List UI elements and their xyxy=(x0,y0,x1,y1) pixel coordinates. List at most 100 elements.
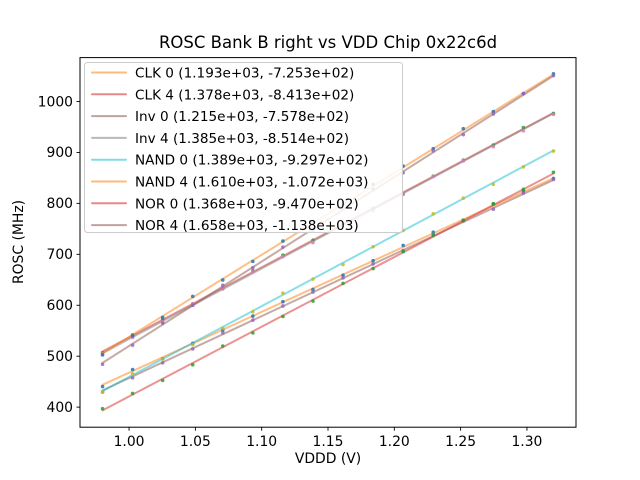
legend-label-NAND-0: NAND 0 (1.389e+03, -9.297e+02) xyxy=(135,153,368,169)
fit-line-NOR-0 xyxy=(101,172,555,412)
data-point-NAND-0 xyxy=(491,182,496,187)
data-point-NOR-0 xyxy=(401,249,405,254)
data-point-CLK-0 xyxy=(401,243,405,248)
y-tick-label: 800 xyxy=(46,196,73,212)
legend-label-CLK-4: CLK 4 (1.378e+03, -8.413e+02) xyxy=(135,87,354,103)
data-point-CLK-0 xyxy=(371,258,375,263)
data-point-NAND-0 xyxy=(190,342,195,347)
data-point-Inv-0 xyxy=(551,177,556,182)
data-point-NAND-0 xyxy=(341,262,345,267)
data-point-NAND-4 xyxy=(251,259,255,264)
y-tick-label: 900 xyxy=(46,145,73,161)
data-point-Inv-0 xyxy=(190,347,195,351)
fit-line-NAND-0 xyxy=(101,149,555,393)
data-point-NOR-0 xyxy=(160,378,165,383)
data-point-NAND-0 xyxy=(281,291,285,295)
data-point-NOR-0 xyxy=(461,218,466,222)
legend-label-NOR-4: NOR 4 (1.658e+03, -1.138e+03) xyxy=(135,218,359,234)
data-point-CLK-0 xyxy=(251,314,255,318)
data-point-NAND-0 xyxy=(551,149,556,153)
data-point-NAND-0 xyxy=(311,277,315,281)
y-tick-label: 400 xyxy=(46,400,73,416)
data-point-Inv-4 xyxy=(461,159,466,163)
data-point-NOR-0 xyxy=(491,201,496,206)
data-point-CLK-0 xyxy=(100,384,105,389)
legend-label-Inv-0: Inv 0 (1.215e+03, -7.578e+02) xyxy=(135,109,349,125)
data-point-NOR-4 xyxy=(190,303,195,308)
data-point-NAND-4 xyxy=(160,315,165,320)
x-tick-label: 1.05 xyxy=(180,434,211,450)
data-point-Inv-0 xyxy=(251,318,255,322)
legend-label-NAND-4: NAND 4 (1.610e+03, -1.072e+03) xyxy=(135,175,368,191)
data-point-NOR-0 xyxy=(100,406,105,411)
data-point-NAND-0 xyxy=(461,196,466,200)
x-tick-label: 1.15 xyxy=(313,434,344,450)
data-point-Inv-0 xyxy=(281,304,285,308)
plot-render-root: 1.00 1.05 1.10 1.15 1.20 1.25 1.30 400 500 600 700… xyxy=(38,57,577,450)
data-point-NOR-4 xyxy=(551,73,556,78)
data-point-NAND-0 xyxy=(521,165,526,169)
data-point-NOR-4 xyxy=(281,245,285,249)
legend-label-CLK-0: CLK 0 (1.193e+03, -7.253e+02) xyxy=(135,66,354,82)
y-axis-label: ROSC (MHz) xyxy=(11,200,27,284)
data-point-NAND-4 xyxy=(281,239,285,243)
data-point-Inv-4 xyxy=(491,144,496,149)
data-point-NOR-4 xyxy=(461,132,466,137)
data-point-NOR-0 xyxy=(371,266,375,271)
data-point-NAND-0 xyxy=(160,357,165,361)
fit-line-Inv-0 xyxy=(101,178,555,392)
legend-label-NOR-0: NOR 0 (1.368e+03, -9.470e+02) xyxy=(135,196,359,212)
data-point-CLK-0 xyxy=(341,273,345,278)
data-point-Inv-4 xyxy=(311,240,315,245)
data-point-NAND-4 xyxy=(100,353,105,357)
data-point-Inv-4 xyxy=(431,174,436,179)
x-tick-label: 1.00 xyxy=(114,434,145,450)
x-tick-label: 1.10 xyxy=(246,434,277,450)
data-point-Inv-0 xyxy=(130,376,135,380)
data-point-NAND-0 xyxy=(220,326,225,331)
data-point-NOR-0 xyxy=(521,187,526,192)
data-point-NOR-0 xyxy=(190,362,195,367)
y-tick-label: 1000 xyxy=(38,94,73,110)
data-point-CLK-0 xyxy=(281,299,285,304)
y-tick-label: 600 xyxy=(46,298,73,314)
data-point-Inv-0 xyxy=(160,361,165,365)
x-tick-label: 1.30 xyxy=(511,434,542,450)
data-point-Inv-0 xyxy=(341,276,345,280)
chart-title: ROSC Bank B right vs VDD Chip 0x22c6d xyxy=(159,33,497,52)
data-point-CLK-0 xyxy=(130,367,135,372)
y-tick-label: 700 xyxy=(46,247,73,263)
data-point-NOR-4 xyxy=(160,321,165,325)
legend-box xyxy=(84,62,403,233)
data-point-NOR-4 xyxy=(521,91,526,96)
data-point-NAND-0 xyxy=(100,390,105,394)
data-point-Inv-0 xyxy=(220,330,225,335)
data-point-NOR-4 xyxy=(491,112,496,116)
data-point-NAND-0 xyxy=(130,372,135,376)
data-point-NOR-4 xyxy=(251,265,255,270)
data-point-Inv-4 xyxy=(251,269,255,274)
data-point-NAND-0 xyxy=(371,244,375,249)
data-point-NOR-0 xyxy=(431,233,436,238)
data-point-Inv-4 xyxy=(521,129,526,133)
data-point-NOR-4 xyxy=(431,149,436,153)
data-point-NAND-4 xyxy=(130,334,135,338)
data-point-NOR-4 xyxy=(100,362,105,367)
data-point-NAND-4 xyxy=(461,126,466,131)
x-tick-label: 1.25 xyxy=(445,434,476,450)
y-tick-label: 500 xyxy=(46,349,73,365)
data-point-NOR-0 xyxy=(551,170,556,175)
data-point-NOR-0 xyxy=(130,391,135,396)
data-point-NAND-4 xyxy=(190,294,195,299)
legend-label-Inv-4: Inv 4 (1.385e+03, -8.514e+02) xyxy=(135,131,349,147)
data-point-NAND-4 xyxy=(220,278,225,282)
data-point-NOR-0 xyxy=(311,299,315,303)
data-point-NOR-0 xyxy=(220,344,225,348)
data-point-Inv-0 xyxy=(521,191,526,195)
data-point-Inv-4 xyxy=(281,254,285,259)
data-point-Inv-0 xyxy=(311,290,315,294)
data-point-NOR-0 xyxy=(341,281,345,286)
data-point-NOR-0 xyxy=(251,331,255,335)
